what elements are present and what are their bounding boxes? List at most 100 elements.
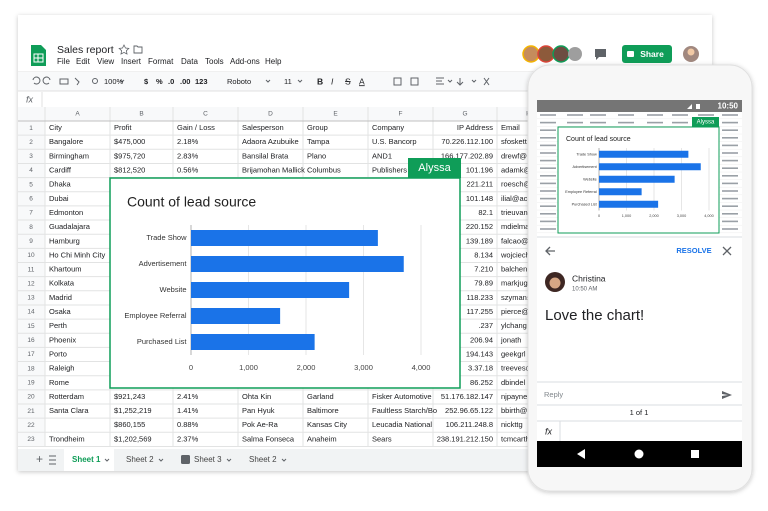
comment-time: 10:50 AM xyxy=(572,287,597,293)
nav-home[interactable] xyxy=(634,449,644,459)
sheet-tab[interactable]: Sheet 2 xyxy=(126,455,154,464)
cell: trieuvan xyxy=(501,208,528,217)
add-sheet[interactable]: + xyxy=(36,452,43,466)
undo-icon[interactable] xyxy=(32,76,41,85)
mini-cell-text xyxy=(722,220,738,223)
cell: 194.143 xyxy=(466,349,493,358)
folder-icon[interactable] xyxy=(133,45,143,54)
cell: Publishers xyxy=(372,166,407,175)
number-format[interactable]: 123 xyxy=(195,77,208,86)
cell: pierce@ xyxy=(501,307,529,316)
cell: $921,243 xyxy=(114,392,145,401)
borders-icon[interactable] xyxy=(393,77,402,86)
cell: Hamburg xyxy=(49,236,80,245)
back-button[interactable] xyxy=(545,246,555,256)
mini-cell-text xyxy=(540,129,556,131)
zoom[interactable]: 100% xyxy=(104,77,124,86)
bar xyxy=(191,230,378,246)
collaborator-avatar[interactable] xyxy=(537,45,555,63)
x-tick-label: 3,000 xyxy=(677,214,687,218)
paint-format-icon[interactable] xyxy=(74,77,80,86)
cell: sfoskett xyxy=(501,137,528,146)
cell: geekgrl xyxy=(501,349,526,358)
collaborator-avatar[interactable] xyxy=(568,47,582,61)
sheet-tab[interactable]: Sheet 2 xyxy=(249,455,277,464)
cell: falcao@ xyxy=(501,236,529,245)
status-time: 10:50 xyxy=(718,102,739,111)
font-size[interactable]: 11 xyxy=(284,77,292,86)
category-label: Website xyxy=(160,285,187,294)
share-button[interactable] xyxy=(622,45,672,63)
mini-cell-text xyxy=(540,152,556,154)
column-title: Email xyxy=(501,123,520,132)
menu-item[interactable]: Help xyxy=(265,57,282,66)
align-icons[interactable] xyxy=(436,77,490,86)
style-button[interactable]: I xyxy=(331,76,334,86)
row-number: 4 xyxy=(29,167,33,174)
menu-item[interactable]: Add-ons xyxy=(230,57,260,66)
doc-title[interactable]: Sales report xyxy=(57,44,114,56)
star-icon[interactable] xyxy=(118,44,130,55)
number-format[interactable]: $ xyxy=(144,77,149,86)
menu-item[interactable]: Data xyxy=(181,57,198,66)
cell: Salma Fonseca xyxy=(242,434,295,443)
row-number: 12 xyxy=(27,280,35,287)
menu-item[interactable]: Tools xyxy=(205,57,224,66)
mini-cell-text xyxy=(722,205,738,207)
column-title: Group xyxy=(307,123,328,132)
send-button[interactable] xyxy=(722,391,732,399)
mini-chart[interactable]: Count of lead source 0 1,000 2,000 3,000 4,00… xyxy=(557,117,720,234)
row-number: 22 xyxy=(27,422,35,429)
cell: markjug xyxy=(501,279,528,288)
active-tab[interactable] xyxy=(64,449,114,471)
print-icon[interactable] xyxy=(59,78,69,85)
collaborator-avatar[interactable] xyxy=(552,45,570,63)
number-format[interactable]: .00 xyxy=(180,77,190,86)
share-label[interactable]: Share xyxy=(640,49,664,59)
x-tick-label: 3,000 xyxy=(354,363,373,372)
mini-cell-text xyxy=(647,114,663,116)
close-button[interactable] xyxy=(722,246,732,256)
nav-back[interactable] xyxy=(577,449,585,459)
style-button[interactable]: A xyxy=(359,76,365,86)
mini-cell-text xyxy=(540,114,556,116)
comments-icon[interactable] xyxy=(595,49,606,60)
cell: 139.189 xyxy=(466,236,493,245)
cell: 8.134 xyxy=(474,250,493,259)
number-format[interactable]: .0 xyxy=(168,77,174,86)
font-family[interactable]: Roboto xyxy=(227,77,251,86)
sheet-tab[interactable]: Sheet 1 xyxy=(72,455,101,464)
number-format[interactable]: % xyxy=(156,77,163,86)
style-button[interactable]: S xyxy=(345,76,351,86)
comment-text: Love the chart! xyxy=(545,307,644,324)
dropdown-arrows xyxy=(119,79,477,83)
collaborator-avatar[interactable] xyxy=(522,45,540,63)
redo-icon[interactable] xyxy=(42,76,51,85)
cell: 117.255 xyxy=(466,307,493,316)
cell: Porto xyxy=(49,349,67,358)
style-button[interactable]: B xyxy=(317,76,323,86)
nav-recents[interactable] xyxy=(691,450,699,458)
menu-item[interactable]: View xyxy=(97,57,114,66)
x-tick-label: 1,000 xyxy=(622,214,632,218)
merge-icon[interactable] xyxy=(410,77,419,86)
reply-input[interactable]: Reply xyxy=(544,390,563,399)
mini-cell-text xyxy=(722,197,738,200)
row-number: 3 xyxy=(29,153,33,160)
cell: Adaora Azubuike xyxy=(242,137,299,146)
menu-item[interactable]: Insert xyxy=(121,57,142,66)
resolve-button[interactable]: RESOLVE xyxy=(676,246,711,255)
all-sheets-icon[interactable] xyxy=(49,455,56,465)
mini-cell-text xyxy=(540,137,556,139)
sheet-tab[interactable]: Sheet 3 xyxy=(194,455,222,464)
zoom-icon[interactable] xyxy=(92,78,98,84)
menu-item[interactable]: Format xyxy=(148,57,174,66)
row-number: 11 xyxy=(28,266,35,273)
menu-item[interactable]: Edit xyxy=(76,57,91,66)
row-number: 20 xyxy=(27,394,35,401)
menu-item[interactable]: File xyxy=(57,57,70,66)
row-number: 9 xyxy=(29,238,33,245)
embedded-chart[interactable]: Count of lead source 0 1,000 2,000 3,000 4,00… xyxy=(109,158,461,389)
cell: roesch@ xyxy=(501,180,531,189)
